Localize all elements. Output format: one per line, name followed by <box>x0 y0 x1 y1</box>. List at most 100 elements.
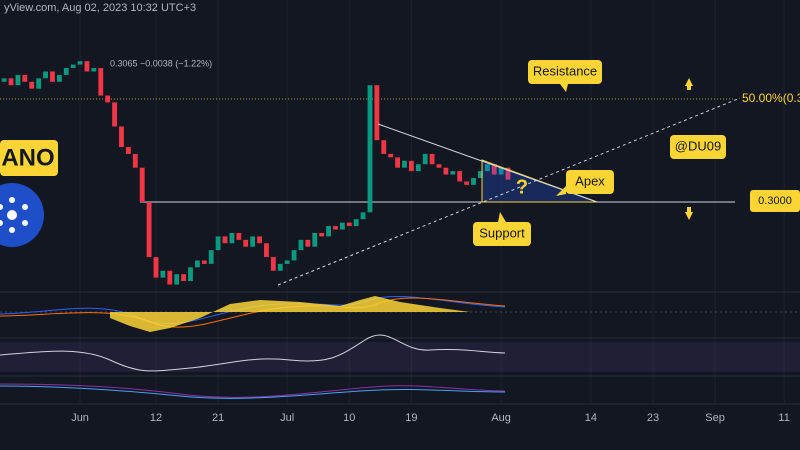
candle-body <box>408 160 414 172</box>
level-label-box <box>750 190 800 213</box>
candle-body <box>402 160 407 168</box>
callout-box <box>473 222 531 246</box>
x-tick-label: 14 <box>585 412 597 424</box>
level-label: 50.00%(0.3 <box>742 91 800 105</box>
candle-body <box>29 81 35 89</box>
up-arrow <box>685 78 693 86</box>
candle-body <box>243 239 249 247</box>
coin-label-box <box>0 140 58 176</box>
candle-body <box>222 236 228 244</box>
candle-body <box>284 260 290 264</box>
candle-body <box>277 263 283 271</box>
candle-body <box>208 250 214 264</box>
candle-body <box>270 257 276 271</box>
candle-body <box>56 74 62 82</box>
candle-body <box>112 102 117 127</box>
candle-body <box>146 202 152 258</box>
candle-body <box>457 171 463 182</box>
coin-label: ANO <box>1 144 54 171</box>
logo-dot <box>9 197 15 203</box>
candle-body <box>464 181 470 185</box>
stoch-line <box>0 383 506 398</box>
candle-body <box>422 153 428 165</box>
candle-body <box>250 236 256 247</box>
x-tick-label: Sep <box>705 412 725 424</box>
header-source: yView.com, Aug 02, 2023 10:32 UTC+3 <box>4 2 196 14</box>
candle-body <box>436 164 442 168</box>
candle-body <box>505 167 511 180</box>
candle-body <box>194 260 200 268</box>
x-tick-label: 11 <box>778 412 789 424</box>
candle-body <box>498 167 504 175</box>
candle-body <box>8 78 14 86</box>
x-tick-label: Aug <box>491 412 511 424</box>
descending-trendline <box>377 123 598 203</box>
candle-body <box>132 153 138 168</box>
candle-body <box>105 95 111 103</box>
candle-body <box>84 61 90 72</box>
candle-body <box>415 164 421 172</box>
callout-box <box>566 170 614 194</box>
candle-body <box>153 257 159 278</box>
candle-body <box>36 78 42 89</box>
cardano-logo <box>0 183 44 247</box>
apex-label: Apex <box>575 173 605 188</box>
candle-body <box>360 212 366 220</box>
candle-body <box>174 274 180 285</box>
x-tick-label: 19 <box>405 412 417 424</box>
indicator-panels <box>0 291 800 405</box>
candle-body <box>70 64 76 69</box>
candle-body <box>91 68 97 72</box>
callout-pointer <box>498 212 506 222</box>
candle-body <box>15 74 21 86</box>
candle-body <box>484 164 490 172</box>
callout-pointer <box>560 84 568 92</box>
callout-pointer <box>556 186 566 196</box>
stoch-signal <box>0 385 506 399</box>
question-mark: ? <box>516 176 528 198</box>
candle-body <box>367 85 373 213</box>
candle-body <box>160 270 166 278</box>
candle-body <box>339 222 345 230</box>
candle-body <box>63 68 69 75</box>
logo-dot <box>22 204 28 210</box>
candle-body <box>139 167 145 203</box>
candle-body <box>229 232 235 244</box>
candle-body <box>443 167 449 175</box>
rsi-line <box>0 334 506 372</box>
candle-body <box>429 153 435 165</box>
candle-body <box>167 270 173 285</box>
candle-body <box>395 157 400 168</box>
x-tick-label: 10 <box>343 412 355 424</box>
x-tick-label: 21 <box>212 412 224 424</box>
candles <box>1 61 511 285</box>
candle-body <box>333 226 338 230</box>
candle-body <box>319 232 325 237</box>
candle-body <box>236 232 242 240</box>
candle-body <box>43 71 48 79</box>
x-tick-label: Jul <box>280 412 294 424</box>
author-label: @DU09 <box>675 138 721 153</box>
candle-body <box>291 250 297 261</box>
logo-dot <box>22 220 28 226</box>
candle-body <box>305 239 311 247</box>
candle-body <box>119 126 124 148</box>
candle-body <box>312 232 318 247</box>
candle-body <box>22 74 28 82</box>
up-arrow-stem <box>687 86 691 90</box>
candle-body <box>77 61 83 65</box>
candle-body <box>1 78 7 82</box>
logo-dot <box>7 210 17 220</box>
candle-body <box>346 222 352 227</box>
candle-body <box>388 153 394 158</box>
candle-body <box>98 68 104 96</box>
candle-body <box>326 226 331 237</box>
callout-box <box>670 135 726 159</box>
candle-body <box>491 164 497 175</box>
level-label: 0.3000 <box>758 195 792 207</box>
candle-body <box>264 243 269 258</box>
x-tick-label: 23 <box>647 412 659 424</box>
candle-body <box>450 171 456 175</box>
logo-dot <box>0 220 3 226</box>
